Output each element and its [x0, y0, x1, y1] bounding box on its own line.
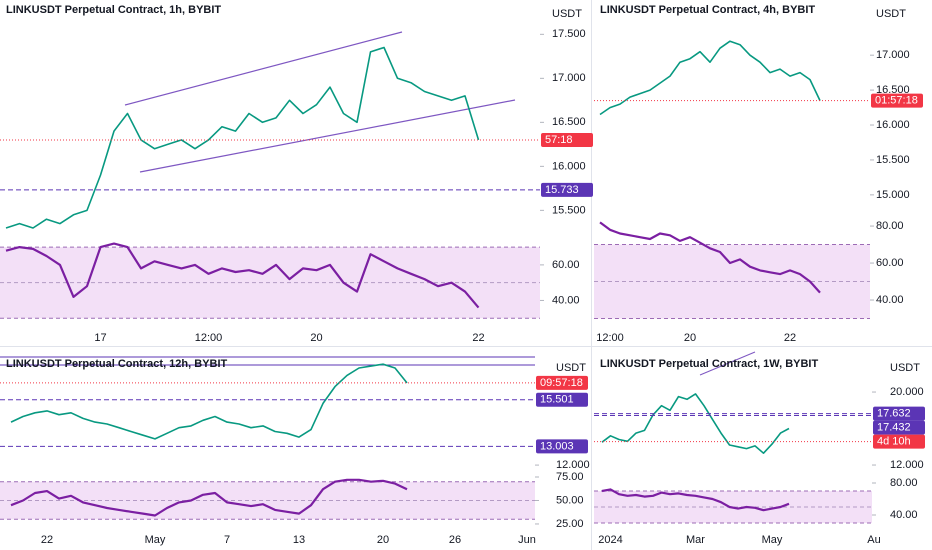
time-label: 20 [310, 332, 322, 344]
rsi-tick-label: 60.00 [876, 257, 904, 269]
chart-title: LINKUSDT Perpetual Contract, 1h, BYBIT [6, 4, 221, 16]
price-tag-label: 17.432 [877, 422, 911, 434]
price-tag-label: 17.632 [877, 408, 911, 420]
price-tag-label: 09:57:18 [540, 377, 583, 389]
time-label: 13 [293, 534, 305, 546]
price-tag [536, 392, 588, 407]
currency-label: USDT [890, 362, 920, 374]
price-line [601, 393, 790, 454]
price-tick-label: 12.000 [890, 459, 924, 471]
time-label: 20 [377, 534, 389, 546]
rsi-tick-label: 60.00 [552, 259, 580, 271]
time-label: 12:00 [195, 332, 223, 344]
price-tag [541, 132, 593, 147]
price-tag-label: 15.501 [540, 394, 574, 406]
price-tag [873, 406, 925, 421]
rsi-tick-label: 40.00 [890, 509, 918, 521]
time-label: Jun [518, 534, 536, 546]
currency-label: USDT [876, 8, 906, 20]
rsi-tick-label: 75.00 [556, 471, 584, 483]
rsi-tick-label: 80.00 [876, 220, 904, 232]
price-tag [871, 93, 923, 108]
time-label: Au [867, 534, 880, 546]
channel-line [124, 31, 403, 106]
rsi-line [599, 221, 821, 294]
price-tag-label: 15.733 [545, 184, 579, 196]
rsi-tick-label: 80.00 [890, 477, 918, 489]
chart-title: LINKUSDT Perpetual Contract, 12h, BYBIT [6, 358, 228, 370]
rsi-line [10, 478, 408, 517]
time-label: 12:00 [596, 332, 624, 344]
rsi-tick-label: 50.00 [556, 494, 584, 506]
price-tag-label: 01:57:18 [875, 94, 918, 106]
price-tick-label: 16.000 [552, 160, 586, 172]
price-tag-label: 4d 10h [877, 436, 911, 448]
price-tag-label: 13.003 [540, 440, 574, 452]
price-tick-label: 20.000 [890, 386, 924, 398]
price-tick-label: 17.000 [876, 49, 910, 61]
price-tick-label: 17.500 [552, 28, 586, 40]
price-tick-label: 12.000 [556, 459, 590, 471]
time-label: May [762, 534, 783, 546]
price-line [599, 40, 821, 116]
channel-line [139, 99, 516, 173]
price-tick-label: 16.000 [876, 119, 910, 131]
price-tick-label: 17.000 [552, 72, 586, 84]
currency-label: USDT [556, 362, 586, 374]
rsi-tick-label: 40.00 [552, 294, 580, 306]
rsi-tick-label: 25.00 [556, 518, 584, 530]
time-label: 22 [472, 332, 484, 344]
time-label: May [145, 534, 166, 546]
price-tag [873, 434, 925, 449]
time-label: 22 [784, 332, 796, 344]
rsi-line [601, 488, 790, 512]
time-label: Mar [686, 534, 705, 546]
price-tag [873, 420, 925, 435]
time-label: 7 [224, 534, 230, 546]
chart-title: LINKUSDT Perpetual Contract, 1W, BYBIT [600, 358, 818, 370]
price-tag [536, 375, 588, 390]
price-tick-label: 15.000 [876, 189, 910, 201]
price-tag [541, 182, 593, 197]
price-tick-label: 16.500 [552, 116, 586, 128]
time-label: 26 [449, 534, 461, 546]
price-line [10, 363, 408, 440]
time-label: 20 [684, 332, 696, 344]
time-label: 22 [41, 534, 53, 546]
price-tick-label: 16.500 [876, 84, 910, 96]
chart-title: LINKUSDT Perpetual Contract, 4h, BYBIT [600, 4, 815, 16]
price-tick-label: 15.500 [876, 154, 910, 166]
time-label: 17 [94, 332, 106, 344]
price-tick-label: 15.500 [552, 204, 586, 216]
channel-line [699, 351, 756, 376]
currency-label: USDT [552, 8, 582, 20]
rsi-line [5, 242, 480, 309]
price-line [5, 46, 480, 229]
price-tag [536, 439, 588, 454]
price-tag-label: 57:18 [545, 134, 573, 146]
time-label: 2024 [598, 534, 622, 546]
rsi-tick-label: 40.00 [876, 294, 904, 306]
